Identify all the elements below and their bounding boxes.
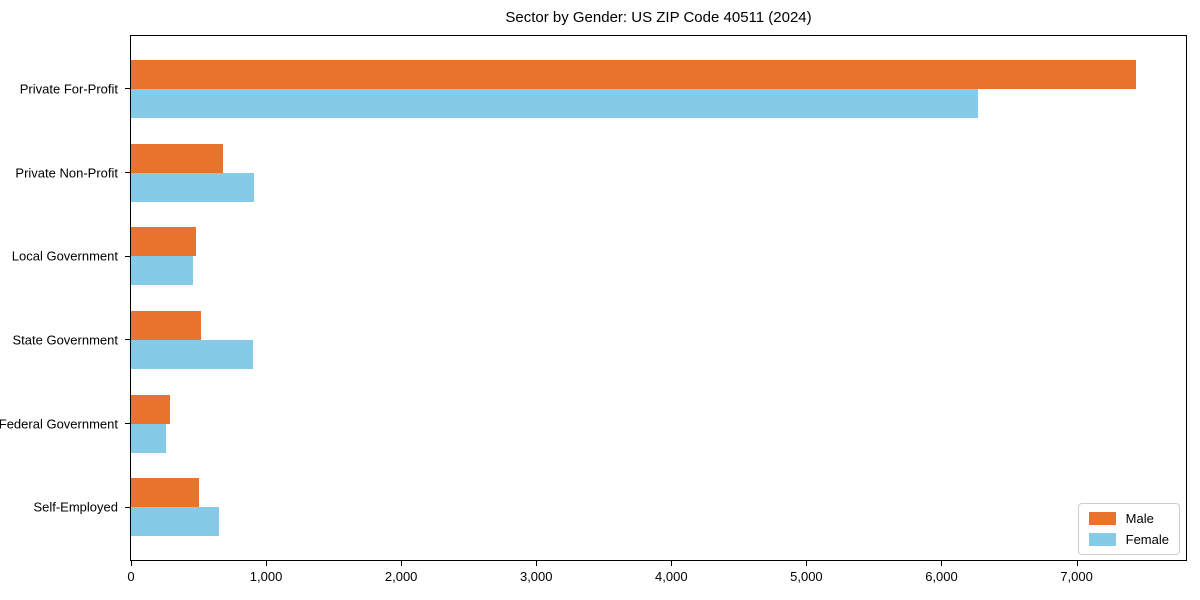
x-tick-label-5000: 5,000 — [790, 569, 823, 584]
x-axis: 0 1,000 2,000 3,000 4,000 5,000 6,000 7,000 — [127, 561, 1186, 591]
bar-female-state-government — [131, 339, 254, 369]
bar-male-private-non-profit — [131, 143, 223, 173]
x-tick-label-7000: 7,000 — [1060, 569, 1093, 584]
x-tick-label-4000: 4,000 — [655, 569, 688, 584]
legend-label-female: Female — [1125, 532, 1169, 547]
bar-male-federal-government — [131, 394, 171, 424]
y-label-self-employed: Self-Employed — [33, 499, 118, 515]
x-tick-label-3000: 3,000 — [519, 569, 553, 584]
x-tick-label-6000: 6,000 — [925, 569, 958, 584]
legend-item-female: Female — [1088, 532, 1169, 547]
bar-female-private-non-profit — [131, 172, 254, 202]
female-swatch-icon — [1088, 533, 1116, 546]
x-tick-mark — [671, 561, 673, 566]
x-tick-mark — [266, 561, 268, 566]
x-tick-label-2000: 2,000 — [384, 569, 418, 584]
y-label-private-for-profit: Private For-Profit — [19, 81, 118, 97]
bar-group-local-government — [131, 214, 1186, 298]
y-tick-mark — [125, 423, 130, 424]
bar-female-federal-government — [131, 423, 167, 453]
bar-group-self-employed — [131, 465, 1186, 549]
x-tick-mark — [131, 561, 132, 566]
bar-group-federal-government — [131, 382, 1186, 466]
x-tick-label-0: 0 — [127, 569, 135, 584]
x-tick-mark — [1076, 561, 1078, 566]
y-label-private-non-profit: Private Non-Profit — [15, 165, 118, 180]
y-label-local-government: Local Government — [11, 248, 118, 264]
bar-female-local-government — [131, 256, 194, 286]
chart-title: Sector by Gender: US ZIP Code 40511 (202… — [505, 9, 812, 26]
bar-male-state-government — [131, 310, 202, 340]
bar-group-private-non-profit — [131, 131, 1186, 215]
bar-male-private-for-profit — [131, 59, 1137, 89]
bar-male-self-employed — [131, 478, 200, 508]
y-axis: Private For-Profit Private Non-Profit Loca… — [0, 35, 130, 561]
y-tick-mark — [125, 255, 130, 257]
x-tick-mark — [806, 561, 808, 566]
y-tick-mark — [125, 339, 130, 341]
y-tick-mark — [125, 506, 130, 508]
legend: Male Female — [1077, 503, 1180, 555]
legend-item-male: Male — [1088, 511, 1169, 526]
male-swatch-icon — [1088, 512, 1116, 525]
y-tick-mark — [125, 88, 130, 90]
bar-female-self-employed — [131, 507, 219, 537]
y-tick-mark — [125, 172, 130, 173]
x-tick-mark — [941, 561, 943, 566]
legend-label-male: Male — [1125, 511, 1154, 526]
y-label-federal-government: Federal Government — [0, 416, 118, 431]
x-tick-label-1000: 1,000 — [249, 569, 283, 584]
plot-area — [130, 35, 1187, 561]
bar-male-local-government — [131, 227, 196, 257]
x-tick-mark — [536, 561, 538, 566]
bar-female-private-for-profit — [131, 88, 978, 118]
y-label-state-government: State Government — [12, 332, 119, 348]
bar-group-private-for-profit — [131, 47, 1186, 131]
x-tick-mark — [401, 561, 403, 566]
bar-group-state-government — [131, 298, 1186, 382]
